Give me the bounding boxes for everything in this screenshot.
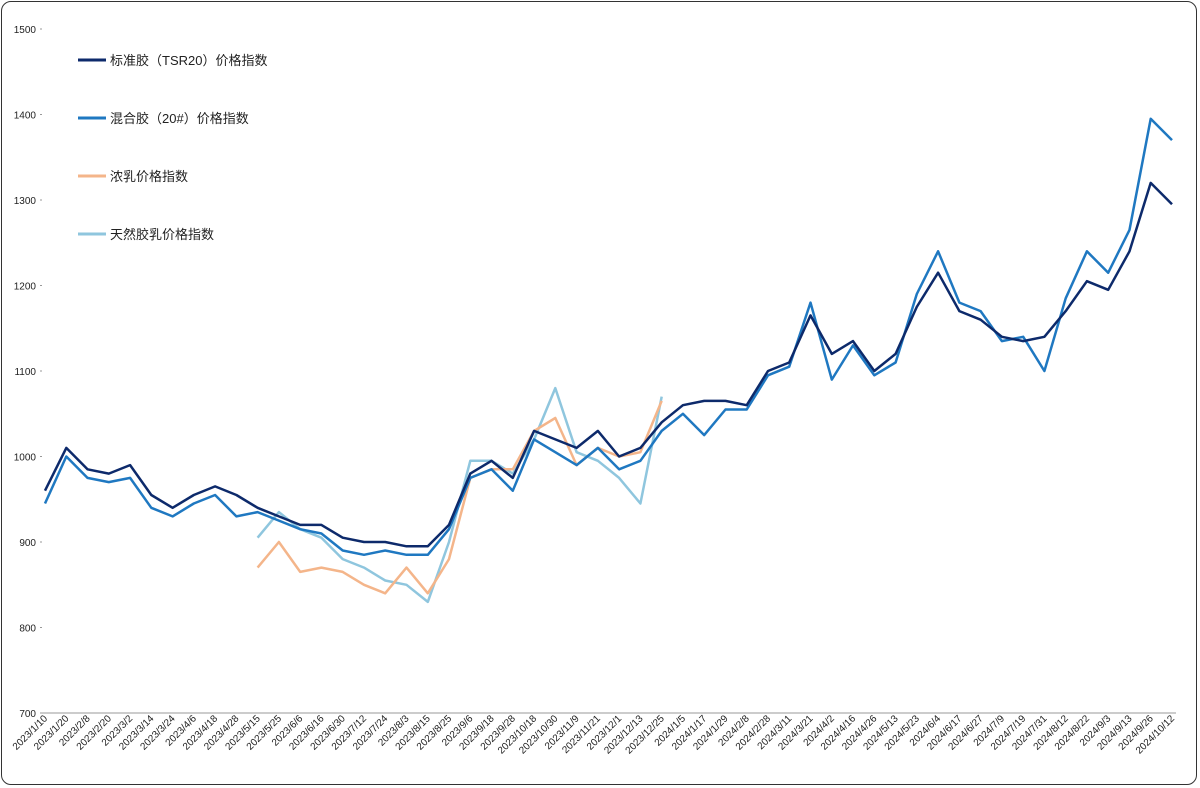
series-line xyxy=(43,181,1173,548)
legend-label: 天然胶乳价格指数 xyxy=(110,227,214,242)
y-tick-label: 1300 xyxy=(14,196,37,207)
y-tick-label: 800 xyxy=(19,624,36,635)
y-tick-label: 700 xyxy=(19,709,36,720)
y-tick-label: 1200 xyxy=(14,282,37,293)
series-line xyxy=(256,386,663,604)
y-tick-label: 1500 xyxy=(14,25,37,36)
y-tick-label: 1000 xyxy=(14,453,37,464)
y-tick-label: 900 xyxy=(19,538,36,549)
series-line xyxy=(43,117,1173,557)
legend-label: 浓乳价格指数 xyxy=(110,169,188,184)
legend-label: 混合胶（20#）价格指数 xyxy=(110,111,249,126)
y-tick-label: 1400 xyxy=(14,111,37,122)
legend-label: 标准胶（TSR20）价格指数 xyxy=(110,53,267,68)
y-tick-label: 1100 xyxy=(14,367,36,378)
